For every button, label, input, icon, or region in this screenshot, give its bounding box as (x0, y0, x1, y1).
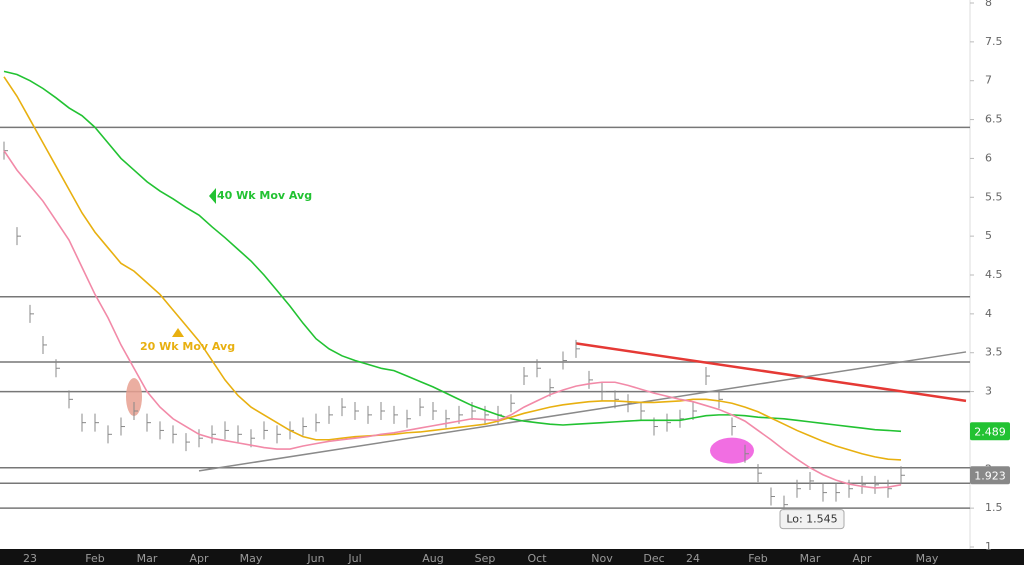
y-tick-label: 1 (985, 540, 992, 553)
x-tick-label: Apr (189, 552, 209, 565)
value-box-label: 1.923 (974, 469, 1006, 482)
x-tick-label: May (916, 552, 939, 565)
y-tick-label: 8 (985, 0, 992, 9)
low-label: Lo: 1.545 (786, 513, 837, 526)
value-box (970, 422, 1010, 441)
y-tick-label: 4.5 (985, 268, 1003, 281)
moving-average-line (3, 70, 902, 433)
y-tick-label: 5 (985, 229, 992, 242)
x-tick-label: 24 (686, 552, 700, 565)
x-tick-label: Oct (527, 552, 547, 565)
highlight (710, 437, 754, 464)
x-tick-label: Jul (347, 552, 361, 565)
y-tick-label: 7 (985, 74, 992, 87)
value-box-label: 2.489 (974, 425, 1006, 438)
y-tick-label: 3.5 (985, 346, 1003, 359)
value-box (970, 466, 1010, 485)
low-label-box (779, 509, 845, 530)
y-tick-label: 6.5 (985, 113, 1003, 126)
y-tick-label: 7.5 (985, 35, 1003, 48)
y-tick-label: 6 (985, 151, 992, 164)
x-tick-label: Sep (475, 552, 496, 565)
highlight (126, 378, 142, 417)
y-tick-label: 4 (985, 307, 992, 320)
series-label: 40 Wk Mov Avg (217, 189, 312, 202)
x-tick-label: Mar (800, 552, 821, 565)
x-tick-label: 23 (23, 552, 37, 565)
x-tick-label: Feb (85, 552, 104, 565)
y-tick-label: 3 (985, 385, 992, 398)
trend-line (198, 351, 967, 472)
x-tick-label: Apr (852, 552, 872, 565)
x-tick-label: Nov (591, 552, 613, 565)
time-axis-strip (0, 549, 1024, 565)
x-tick-label: Mar (137, 552, 158, 565)
x-tick-label: Dec (643, 552, 664, 565)
y-tick-label: 1.5 (985, 501, 1003, 514)
y-tick-label: 5.5 (985, 190, 1003, 203)
moving-average-line (3, 76, 902, 461)
x-tick-label: May (240, 552, 263, 565)
x-tick-label: Feb (748, 552, 767, 565)
series-label: 20 Wk Mov Avg (140, 340, 235, 353)
x-tick-label: Aug (422, 552, 443, 565)
moving-average-line (3, 150, 902, 489)
trend-line (575, 342, 967, 403)
x-tick-label: Jun (306, 552, 324, 565)
label-pointer (209, 188, 216, 204)
label-pointer (172, 328, 184, 337)
